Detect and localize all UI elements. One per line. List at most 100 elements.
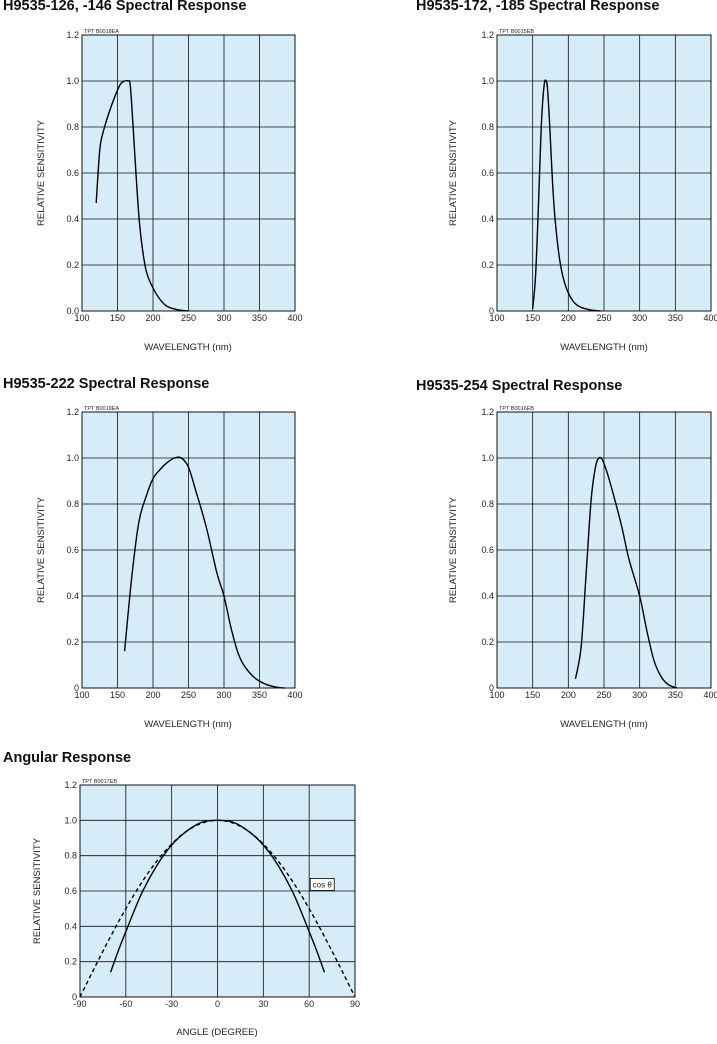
chart-svg: 100 150 200 250 300 350 400 0 0.2 0.4 0.6 0.8 1.0 1.2… [448, 29, 717, 353]
figure-code: TPT B0015EB [499, 29, 534, 35]
y-tick-label: 0.6 [481, 168, 494, 178]
x-tick-label: 100 [74, 313, 89, 323]
y-axis-label: RELATIVE SENSITIVITY [36, 119, 47, 226]
y-tick-label: 0.8 [481, 122, 494, 132]
y-tick-label: 0 [74, 683, 79, 693]
x-tick-label: 300 [216, 313, 231, 323]
x-tick-label: 100 [489, 313, 504, 323]
x-tick-label: 350 [668, 313, 683, 323]
y-tick-label: 0.6 [481, 545, 494, 555]
x-tick-label: 150 [525, 690, 540, 700]
x-tick-label: 250 [596, 690, 611, 700]
y-tick-label: 1.2 [66, 30, 79, 40]
plot-border [496, 34, 712, 312]
x-tick-label: 250 [596, 313, 611, 323]
y-tick-label: 0.6 [64, 886, 77, 896]
chart-spectral-172-185: H9535-172, -185 Spectral Response 100 150… [414, 0, 717, 360]
y-tick-label: 0.2 [481, 260, 494, 270]
x-tick-label: 60 [304, 999, 314, 1009]
x-tick-label: 100 [489, 690, 504, 700]
x-axis-label: WAVELENGTH (nm) [144, 342, 232, 353]
x-tick-label: 200 [145, 690, 160, 700]
response-curve [574, 456, 678, 689]
y-axis-label: RELATIVE SENSITIVITY [32, 837, 43, 944]
x-tick-label: 400 [287, 690, 302, 700]
x-tick-label: 30 [258, 999, 268, 1009]
chart-title: H9535-126, -146 Spectral Response [3, 0, 247, 14]
y-tick-label: 0 [489, 306, 494, 316]
y-tick-label: 0.8 [64, 851, 77, 861]
chart-svg: 100 150 200 250 300 350 400 0 0.2 0.4 0.6 0.8 1.0 1.2… [448, 406, 717, 730]
x-tick-label: 300 [216, 690, 231, 700]
y-tick-label: 0.6 [66, 168, 79, 178]
chart-spectral-126-146: H9535-126, -146 Spectral Response 100 150… [0, 0, 320, 360]
x-tick-label: -30 [165, 999, 178, 1009]
chart-title: H9535-254 Spectral Response [416, 378, 623, 394]
x-tick-label: 400 [287, 313, 302, 323]
x-axis-label: WAVELENGTH (nm) [560, 719, 648, 730]
y-tick-label: 1.2 [66, 407, 79, 417]
x-tick-label: 400 [703, 313, 717, 323]
x-tick-label: 400 [703, 690, 717, 700]
y-tick-label: 1.0 [66, 453, 79, 463]
chart-svg: 100 150 200 250 300 350 400 0 0.2 0.4 0.6 0.8 1.0 1.2… [36, 406, 303, 730]
response-curve [123, 456, 285, 689]
x-tick-label: 300 [632, 690, 647, 700]
cos-reference-curve [79, 819, 356, 998]
x-tick-label: 200 [145, 313, 160, 323]
plot-border [81, 411, 296, 689]
plot-border [79, 784, 356, 998]
y-axis-label: RELATIVE SENSITIVITY [448, 119, 459, 226]
x-tick-label: 300 [632, 313, 647, 323]
x-tick-label: 250 [181, 313, 196, 323]
figure-code: TPT B0018EA [84, 29, 119, 35]
annotation-box [309, 878, 335, 891]
x-tick-label: 350 [668, 690, 683, 700]
x-tick-label: 100 [74, 690, 89, 700]
x-tick-label: 350 [252, 313, 267, 323]
y-tick-label: 0 [72, 992, 77, 1002]
y-tick-label: 1.2 [481, 30, 494, 40]
y-tick-label: 1.2 [481, 407, 494, 417]
plot-border [496, 411, 712, 689]
response-curve [95, 79, 189, 312]
y-tick-label: 1.0 [481, 453, 494, 463]
x-axis-label: WAVELENGTH (nm) [560, 342, 648, 353]
y-tick-label: 0.6 [66, 545, 79, 555]
x-tick-label: 250 [181, 690, 196, 700]
chart-title: H9535-172, -185 Spectral Response [416, 0, 660, 14]
response-curve [531, 79, 601, 312]
x-tick-label: 150 [110, 313, 125, 323]
y-tick-label: 0.2 [64, 957, 77, 967]
chart-angular-response: Angular Response -90 -60 -30 0 30 60 90 0 0.2 0.4… [0, 750, 370, 1039]
y-tick-label: 0.2 [481, 637, 494, 647]
figure-code: TPT B0017EB [82, 779, 117, 785]
chart-spectral-254: H9535-254 Spectral Response 100 150 200 250… [414, 376, 717, 736]
y-tick-label: 0.0 [66, 306, 79, 316]
y-tick-label: 0.4 [481, 214, 494, 224]
x-tick-label: 200 [561, 690, 576, 700]
y-tick-label: 1.0 [64, 815, 77, 825]
x-tick-label: 200 [561, 313, 576, 323]
x-tick-label: -90 [73, 999, 86, 1009]
y-tick-label: 0.2 [66, 260, 79, 270]
x-tick-label: 90 [350, 999, 360, 1009]
y-tick-label: 0 [489, 683, 494, 693]
chart-title: H9535-222 Spectral Response [3, 376, 210, 392]
x-tick-label: 150 [110, 690, 125, 700]
x-axis-label: ANGLE (DEGREE) [176, 1027, 257, 1038]
figure-code: TPT B0016EB [499, 406, 534, 412]
chart-spectral-222: H9535-222 Spectral Response 100 150 200 250… [0, 376, 320, 736]
y-tick-label: 0.4 [66, 591, 79, 601]
x-tick-label: 0 [215, 999, 220, 1009]
y-tick-label: 0.2 [66, 637, 79, 647]
chart-svg: 100 150 200 250 300 350 400 0.0 0.2 0.4 0.6 0.8 1.0 1… [36, 29, 303, 353]
x-axis-label: WAVELENGTH (nm) [144, 719, 232, 730]
annotation-label: cos θ [313, 880, 333, 889]
x-tick-label: 150 [525, 313, 540, 323]
y-tick-label: 0.4 [481, 591, 494, 601]
y-axis-label: RELATIVE SENSITIVITY [448, 496, 459, 603]
y-tick-label: 0.8 [66, 122, 79, 132]
y-tick-label: 1.2 [64, 780, 77, 790]
y-tick-label: 0.8 [66, 499, 79, 509]
